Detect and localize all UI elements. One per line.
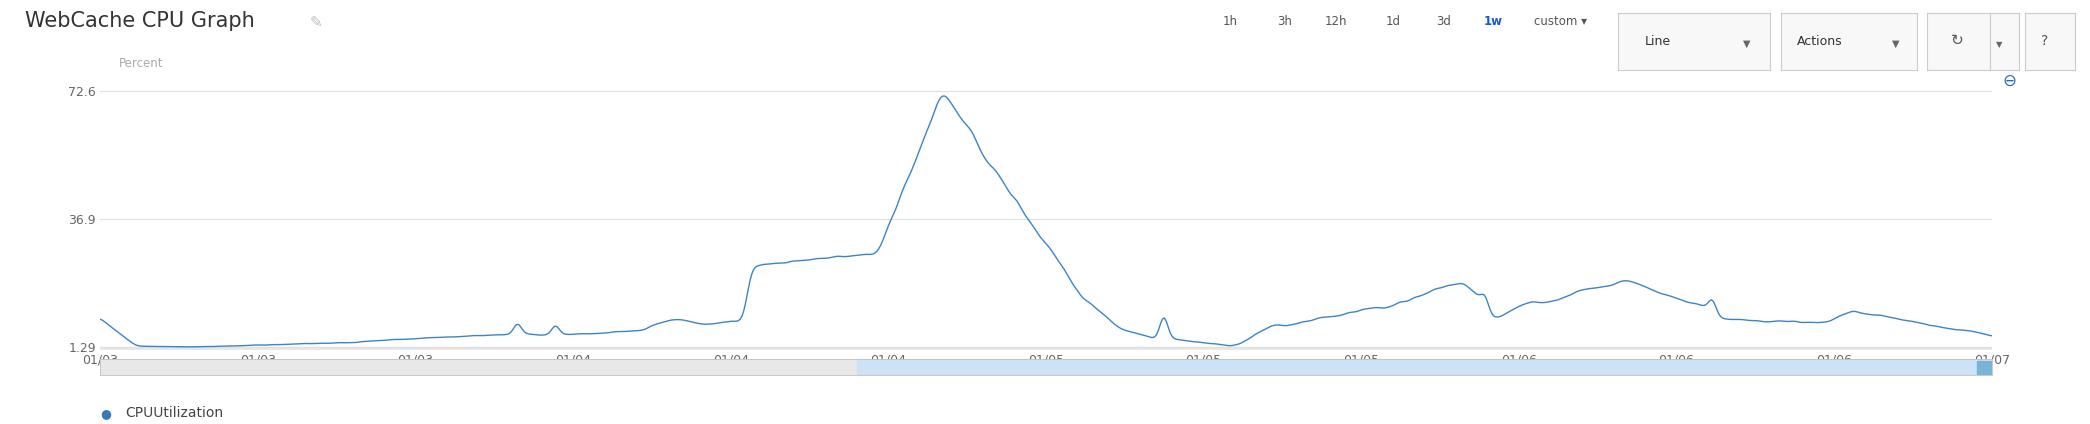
Text: 1h: 1h	[1223, 15, 1237, 28]
Text: ✎: ✎	[309, 15, 322, 30]
Text: Actions: Actions	[1797, 35, 1843, 48]
Bar	[857, 359, 1981, 375]
Text: Line: Line	[1645, 35, 1672, 48]
Text: ?: ?	[2042, 34, 2048, 48]
Text: ▼: ▼	[1743, 39, 1749, 49]
Text: ↻: ↻	[1950, 33, 1965, 47]
Text: ▼: ▼	[1996, 40, 2002, 49]
Text: 3h: 3h	[1277, 15, 1292, 28]
Text: 1d: 1d	[1386, 15, 1400, 28]
Bar	[100, 347, 1992, 350]
Text: CPUUtilization: CPUUtilization	[125, 406, 224, 421]
Text: 12h: 12h	[1325, 15, 1348, 28]
Text: custom ▾: custom ▾	[1534, 15, 1586, 28]
Text: ●: ●	[100, 407, 111, 420]
Bar	[1977, 361, 1992, 374]
Text: 3d: 3d	[1436, 15, 1450, 28]
Text: ⊖: ⊖	[2002, 72, 2017, 90]
Text: 1w: 1w	[1484, 15, 1503, 28]
Text: WebCache CPU Graph: WebCache CPU Graph	[25, 11, 255, 31]
Text: Percent: Percent	[119, 57, 163, 70]
Text: ▼: ▼	[1891, 39, 1900, 49]
